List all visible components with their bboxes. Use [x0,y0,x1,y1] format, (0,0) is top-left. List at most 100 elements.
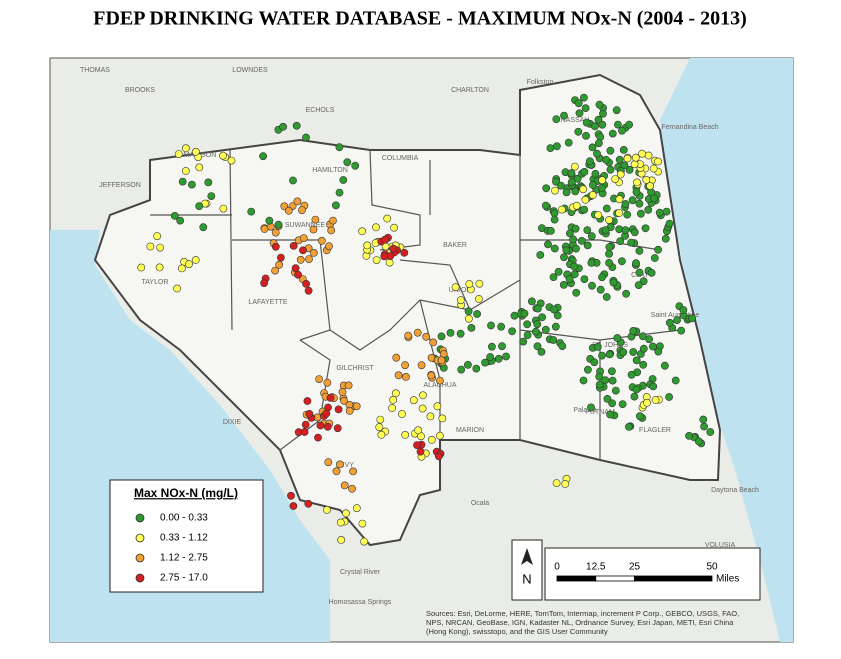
sample-point [685,431,693,440]
sample-point [187,180,196,189]
sample-point [618,126,626,135]
sample-point [227,156,236,165]
sample-point [438,414,447,423]
sample-point [437,332,446,341]
sample-point [616,237,625,245]
place-label: PUTNAM [585,409,615,416]
sample-point [541,325,550,334]
sample-point [487,321,495,330]
sample-point [606,165,615,174]
sample-point [413,441,421,449]
sample-point [510,311,519,320]
place-label: LEVY [336,462,354,469]
sample-point [557,181,565,190]
sample-point [416,447,425,456]
sample-point [573,174,582,183]
sample-point [647,188,655,197]
sample-point [538,313,546,322]
scale-segment [595,575,635,582]
sample-point [351,161,360,170]
sample-point [377,430,386,439]
sample-point [639,332,647,341]
sample-point [579,376,588,385]
sample-point [572,288,581,297]
place-label: Folkston [527,79,554,86]
sample-point [623,210,632,219]
sample-point [602,293,611,301]
sample-point [612,106,621,115]
sample-point [174,150,183,158]
place-label: NASSAU [561,117,590,124]
sample-point [581,195,590,204]
sample-point [487,342,496,351]
sample-point [177,264,186,273]
sample-point [608,129,617,138]
sample-point [195,202,204,210]
sample-point [332,467,341,476]
sample-point [473,310,481,318]
sample-point [413,328,422,337]
sample-point [558,205,566,214]
sample-point [606,410,614,419]
scale-label: 50 [706,562,718,573]
sample-point [601,226,610,234]
sample-point [155,263,164,272]
sample-point [595,139,603,148]
place-label: Crystal River [340,569,381,576]
sample-point [271,242,280,251]
sample-point [615,155,624,164]
sample-point [271,228,280,237]
sample-point [611,386,620,395]
sample-point [570,262,579,271]
sample-point [289,176,297,185]
sample-point [153,232,162,241]
sample-point [628,196,637,205]
sample-point [372,223,380,232]
sample-point [605,350,614,359]
sample-point [602,155,610,164]
sample-point [363,241,372,250]
sample-point [400,248,409,257]
sample-point [457,365,466,374]
place-label: Ocala [471,500,489,507]
sample-point [649,164,658,173]
sample-point [311,215,320,224]
sample-point [345,406,354,415]
sample-point [181,167,190,175]
sample-point [665,318,674,327]
sample-point [593,342,602,351]
sample-point [661,234,670,243]
sample-point [344,381,353,390]
sample-point [588,191,597,199]
sample-point [551,322,560,331]
attribution: Sources: Esri, DeLorme, HERE, TomTom, In… [426,609,739,636]
sample-point [259,152,267,161]
sample-point [401,430,410,439]
sample-point [173,284,181,293]
sample-point [274,220,283,229]
sample-point [294,270,302,279]
sample-point [706,428,715,436]
sample-point [599,109,607,118]
sample-point [665,393,673,401]
sample-point [578,236,586,245]
north-arrow-shape [521,548,533,565]
sample-point [598,120,607,129]
sample-point [339,176,348,184]
sample-point [572,201,581,210]
sample-point [590,358,599,367]
sample-point [580,205,589,214]
place-label: FLAGLER [639,427,671,434]
attribution-line: Sources: Esri, DeLorme, HERE, TomTom, In… [426,609,739,618]
sample-point [335,460,344,469]
sample-point [426,412,435,421]
sample-point [293,197,302,206]
sample-point [342,509,350,518]
sample-point [299,246,307,255]
sample-point [632,385,641,394]
sample-point [437,356,446,365]
place-label: ST. JOHNS [592,342,628,349]
sample-point [508,327,516,336]
sample-point [204,178,213,187]
place-label: ALACHUA [423,382,456,389]
